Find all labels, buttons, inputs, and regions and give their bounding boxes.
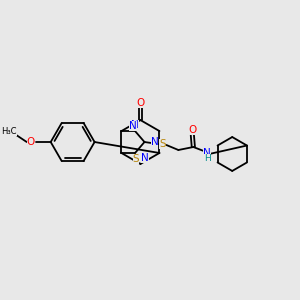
Text: O: O xyxy=(188,125,196,135)
Text: N: N xyxy=(151,137,158,147)
Text: O: O xyxy=(136,98,145,108)
Text: H₃C: H₃C xyxy=(1,127,16,136)
Text: H: H xyxy=(204,154,211,164)
Text: S: S xyxy=(133,154,140,164)
Text: N: N xyxy=(141,154,149,164)
Text: N: N xyxy=(203,148,211,158)
Text: S: S xyxy=(159,139,166,149)
Text: O: O xyxy=(27,137,35,147)
Text: N: N xyxy=(131,120,139,130)
Text: N: N xyxy=(129,121,137,131)
